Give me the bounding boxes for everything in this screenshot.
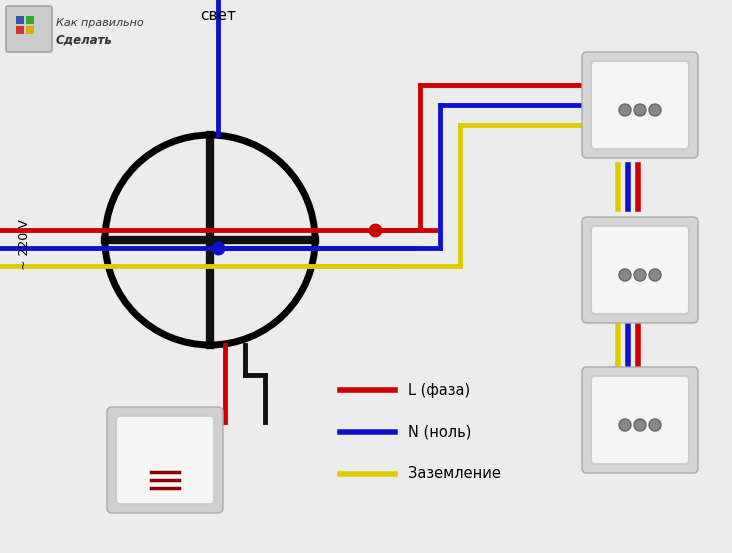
- Text: Заземление: Заземление: [408, 467, 501, 482]
- FancyBboxPatch shape: [582, 217, 698, 323]
- Circle shape: [634, 104, 646, 116]
- Text: L (фаза): L (фаза): [408, 383, 470, 398]
- FancyBboxPatch shape: [6, 6, 52, 52]
- Text: Как правильно: Как правильно: [56, 18, 143, 28]
- Circle shape: [619, 269, 631, 281]
- FancyBboxPatch shape: [116, 416, 214, 504]
- FancyBboxPatch shape: [591, 376, 689, 464]
- Text: N (ноль): N (ноль): [408, 425, 471, 440]
- Text: свет: свет: [200, 8, 236, 23]
- FancyBboxPatch shape: [582, 367, 698, 473]
- Circle shape: [649, 419, 661, 431]
- Bar: [26, 26, 34, 34]
- Circle shape: [619, 419, 631, 431]
- FancyBboxPatch shape: [591, 61, 689, 149]
- Bar: [26, 16, 34, 24]
- Text: Сделать: Сделать: [56, 34, 113, 47]
- FancyBboxPatch shape: [591, 226, 689, 314]
- Circle shape: [649, 104, 661, 116]
- Circle shape: [649, 269, 661, 281]
- FancyBboxPatch shape: [107, 407, 223, 513]
- Bar: [16, 26, 24, 34]
- Circle shape: [634, 269, 646, 281]
- FancyBboxPatch shape: [582, 52, 698, 158]
- Circle shape: [634, 419, 646, 431]
- Text: ~ 220 V: ~ 220 V: [18, 220, 31, 270]
- Bar: [16, 16, 24, 24]
- Circle shape: [619, 104, 631, 116]
